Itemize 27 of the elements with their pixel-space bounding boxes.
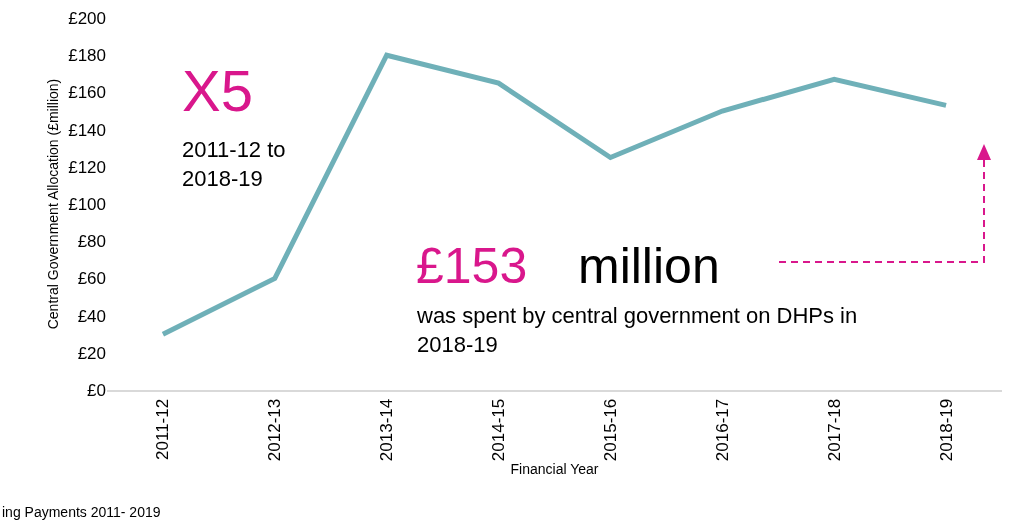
y-tick-label: £100 [68, 194, 106, 214]
annotation: 2011-12 to 2018-19 [182, 137, 286, 191]
annotation: £153 [416, 238, 528, 294]
x-tick-label: 2018-19 [936, 398, 956, 462]
y-tick-label: £80 [77, 232, 106, 252]
x-tick-label: 2013-14 [377, 398, 397, 462]
x-tick-label: 2012-13 [265, 398, 285, 462]
y-tick-label: £120 [68, 157, 106, 177]
y-tick-label: £20 [77, 343, 106, 363]
x-axis-title: Financial Year [510, 460, 599, 477]
y-tick-label: £200 [68, 8, 106, 28]
x-tick-label: 2016-17 [712, 398, 732, 462]
annotation: million [578, 238, 720, 294]
text: ing Payments 2011- 2019 [2, 504, 161, 520]
annotation: was spent by central government on DHPs in 2018-19 [416, 303, 858, 357]
annotation: X5 [182, 58, 253, 123]
y-tick-label: £180 [68, 46, 106, 66]
y-tick-label: £160 [68, 83, 106, 103]
x-tick-label: 2011-12 [153, 398, 173, 460]
y-tick-label: £140 [68, 120, 106, 140]
x-tick-label: 2017-18 [824, 398, 844, 462]
y-tick-label: £0 [87, 380, 106, 400]
y-tick-label: £60 [77, 269, 106, 289]
x-tick-label: 2014-15 [489, 398, 509, 462]
x-tick-label: 2015-16 [600, 398, 620, 462]
y-axis-title: Central Government Allocation (£million) [44, 78, 61, 330]
y-tick-label: £40 [77, 306, 106, 326]
